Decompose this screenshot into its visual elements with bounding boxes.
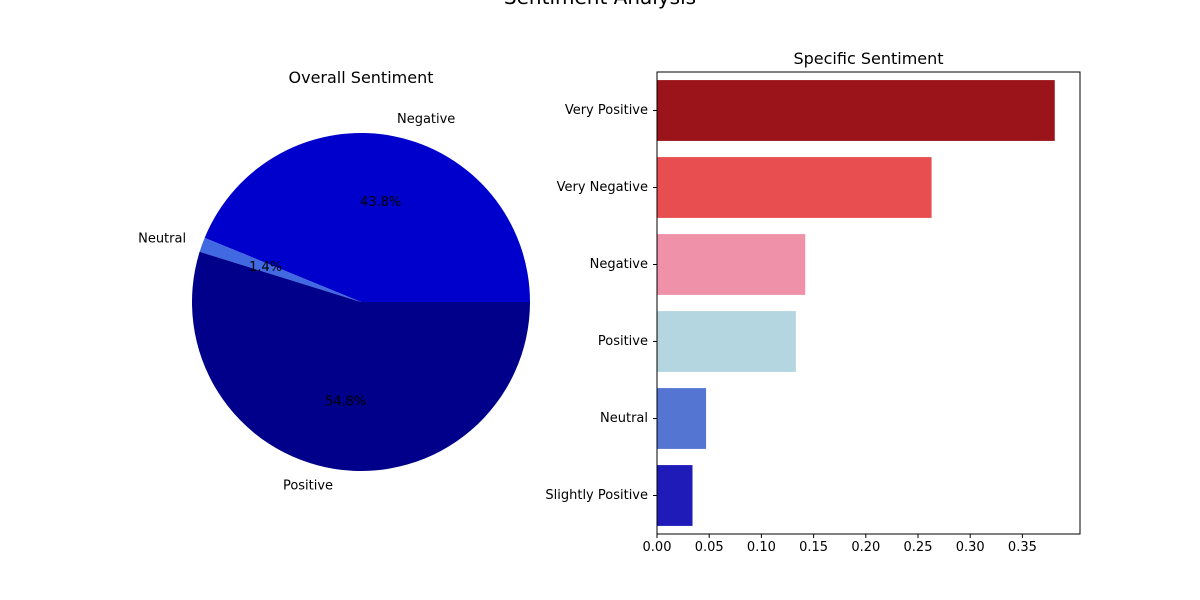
x-tick-label: 0.20 [851,540,880,555]
pie-chart: Overall Sentiment Negative 43.8% Neutral 1.… [138,68,531,493]
pie-title: Overall Sentiment [289,68,434,87]
x-tick-label: 0.15 [799,540,828,555]
bar-slightly-positive [657,465,693,526]
bar-very-negative [657,157,932,218]
y-tick-label-neutral: Neutral [600,411,648,426]
x-tick-label: 0.30 [956,540,985,555]
pie-pct-negative: 43.8% [360,195,401,210]
pie-label-positive: Positive [283,478,333,493]
pie-label-negative: Negative [397,112,455,127]
bar-neutral [657,388,707,449]
x-tick-label: 0.10 [747,540,776,555]
plot-frame [656,71,1081,535]
bar-chart: Specific Sentiment Very Positive Very Neg… [545,49,1081,555]
y-tick-label-very-negative: Very Negative [557,180,648,195]
bar-negative [657,234,806,295]
pie-slice-negative [204,132,531,302]
x-tick-label: 0.35 [1008,540,1037,555]
pie-slice-neutral [199,237,361,302]
x-tick-label: 0.05 [695,540,724,555]
y-tick-label-positive: Positive [598,334,648,349]
x-tick-label: 0.25 [904,540,933,555]
bar-very-positive [657,80,1055,141]
bar-positive [657,311,796,372]
pie-pct-neutral: 1.4% [249,260,282,275]
pie-pct-positive: 54.8% [325,395,366,410]
y-tick-label-slightly-positive: Slightly Positive [545,488,648,503]
bar-title: Specific Sentiment [793,49,943,68]
figure-title: Sentiment Analysis [504,0,696,9]
x-tick-label: 0.00 [643,540,672,555]
pie-slice-positive [192,251,531,471]
y-tick-label-negative: Negative [590,257,648,272]
y-tick-label-very-positive: Very Positive [565,103,648,118]
pie-label-neutral: Neutral [138,232,186,247]
